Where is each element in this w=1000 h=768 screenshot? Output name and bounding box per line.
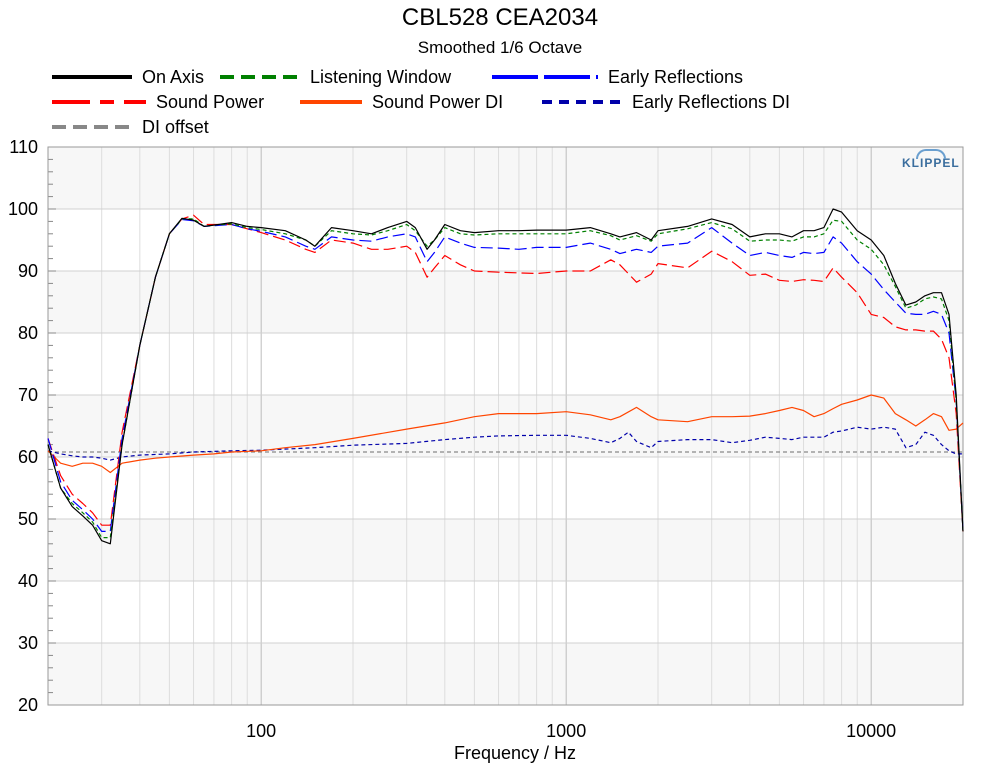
legend-item-early-reflections-di: Early Reflections DI (540, 90, 790, 114)
legend-swatch-on-axis (52, 75, 132, 79)
series-line-on-axis (47, 208, 964, 545)
legend-swatch-sound-power-di (300, 100, 362, 104)
y-tick-label: 60 (18, 447, 38, 467)
chart-subtitle: Smoothed 1/6 Octave (417, 38, 583, 57)
y-tick-label: 50 (18, 509, 38, 529)
plot-frame (47, 146, 964, 706)
legend-swatch-listening-window (220, 75, 300, 79)
plot-band (48, 581, 963, 643)
y-tick-label: 40 (18, 571, 38, 591)
legend-item-early-reflections: Early Reflections (490, 65, 743, 89)
legend-swatch-early-reflections (492, 75, 598, 79)
legend-swatch-sound-power (52, 100, 146, 104)
series-line-listening-window (47, 218, 964, 539)
legend-item-sound-power: Sound Power (50, 90, 264, 114)
x-tick-label: 1000 (546, 721, 586, 741)
x-tick-label: 100 (246, 721, 276, 741)
y-tick-label: 90 (18, 261, 38, 281)
series-line-early-reflections (47, 218, 964, 533)
legend-label: On Axis (142, 66, 205, 87)
y-tick-label: 70 (18, 385, 38, 405)
y-tick-label: 110 (9, 137, 38, 157)
legend-item-sound-power-di: Sound Power DI (298, 90, 503, 114)
legend-label: Sound Power DI (372, 91, 504, 112)
klippel-logo: KLIPPEL (902, 149, 960, 170)
chart-title: CBL528 CEA2034 (401, 4, 599, 31)
legend-label: Early Reflections DI (632, 91, 791, 112)
legend-swatch-early-reflections-di (542, 100, 622, 104)
x-axis-label: Frequency / Hz (453, 743, 577, 763)
logo-arc-icon (916, 149, 946, 159)
plot-band (48, 457, 963, 519)
y-tick-label: 80 (18, 323, 38, 343)
x-tick-label: 10000 (846, 721, 896, 741)
y-tick-label: 30 (18, 633, 38, 653)
plot-band (48, 209, 963, 271)
legend: On Axis Listening Window Early Reflectio… (0, 0, 1000, 140)
legend-item-di-offset: DI offset (50, 115, 209, 139)
series-line-sound-power-di (47, 394, 964, 474)
series-line-early-reflections-di (47, 426, 963, 461)
legend-label: Listening Window (310, 66, 452, 87)
legend-label: Sound Power (156, 91, 265, 112)
legend-swatch-di-offset (52, 125, 132, 129)
plot-band (48, 333, 963, 395)
y-tick-label: 100 (8, 199, 38, 219)
legend-label: Early Reflections (608, 66, 744, 87)
legend-item-listening-window: Listening Window (218, 65, 451, 89)
legend-label: DI offset (142, 116, 209, 137)
y-tick-label: 20 (18, 695, 38, 715)
legend-item-on-axis: On Axis (50, 65, 204, 89)
